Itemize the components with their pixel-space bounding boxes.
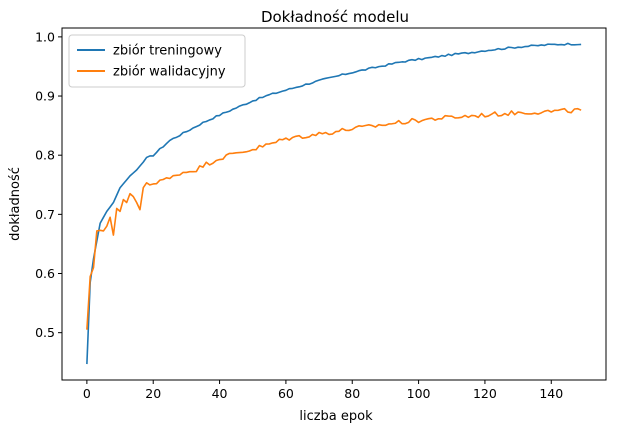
legend: zbiór treningowy zbiór walidacyjny [68,34,246,88]
x-axis-label: liczba epok [299,409,373,424]
y-axis-label: dokładność [8,167,23,241]
x-tick-label: 120 [473,386,497,401]
series-layer [86,42,582,365]
plot-frame [61,27,607,381]
x-tick-label: 40 [212,386,228,401]
series-line-validation [86,107,582,330]
legend-label: zbiór walidacyjny [113,65,226,80]
x-tick-label: 0 [83,386,91,401]
x-tick-label: 80 [344,386,360,401]
y-tick-label: 0.8 [35,148,55,163]
y-tick-label: 1.0 [35,29,55,44]
y-tick-label: 0.7 [35,207,55,222]
ticks-layer: 0 20 40 60 80 100 120 140 0.5 0.6 0.7 0.8 0.9 1.0 [35,29,563,401]
x-tick-label: 100 [407,386,431,401]
legend-label: zbiór treningowy [113,44,222,59]
y-tick-label: 0.9 [35,89,55,104]
x-tick-label: 60 [278,386,294,401]
series-line-train [86,42,582,365]
x-tick-label: 20 [145,386,161,401]
chart-title: Dokładność modelu [261,8,409,26]
y-tick-label: 0.5 [35,325,55,340]
x-tick-label: 140 [539,386,563,401]
y-tick-label: 0.6 [35,266,55,281]
legend-box [68,34,246,88]
